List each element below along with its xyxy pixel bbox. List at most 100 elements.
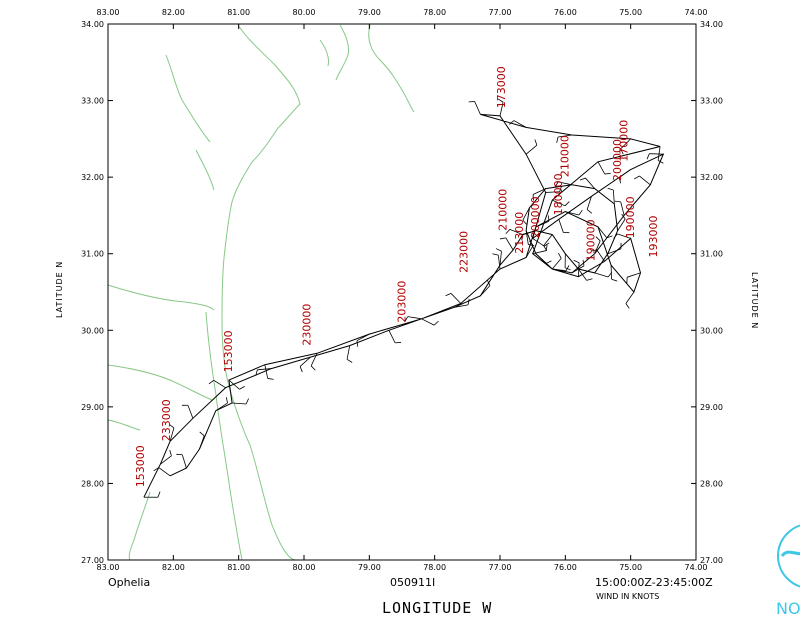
wind-barb [620,138,631,155]
y-tick-label-left: 34.00 [81,20,104,29]
wind-barb [613,233,631,239]
wind-barb [160,449,172,465]
axes: 83.00 83.00 82.00 82.00 81.00 81.00 80.00 80.00… [81,8,723,572]
y-tick-label-right: 27.00 [700,556,723,565]
y-axis-label-right: LATITUDE N [750,272,759,329]
plot-frame [107,23,697,561]
y-tick-label-left: 32.00 [81,173,104,182]
wind-barb [168,423,175,442]
x-tick-label-top: 78.00 [423,8,446,17]
wind-barb [618,169,631,184]
x-tick-label-top: 83.00 [97,8,120,17]
wind-barb [594,236,601,254]
x-tick-label-bottom: 81.00 [227,563,250,572]
wind-barb [356,333,370,347]
wind-barb [556,134,572,143]
time-label: 213000 [513,212,526,254]
wind-barb [532,238,550,247]
x-tick-label-top: 77.00 [489,8,512,17]
y-tick-label-left: 31.00 [81,250,104,259]
wind-barb [492,253,501,270]
wind-barb [388,330,402,344]
wind-barb [499,237,514,251]
x-tick-label-top: 79.00 [358,8,381,17]
wind-barb [232,398,249,405]
wind-barb [404,316,422,323]
wind-barb [535,253,552,264]
wind-barb [552,265,570,272]
y-tick-label-right: 31.00 [700,250,723,259]
wind-barb [610,265,618,282]
wind-barb [532,188,546,201]
time-label: 193000 [647,216,660,258]
wind-barb [264,364,274,380]
y-tick-label-right: 29.00 [700,403,723,412]
wind-barb [532,244,548,255]
wind-barb [543,234,553,251]
x-tick-label-bottom: 79.00 [358,563,381,572]
wind-barb [551,252,562,270]
x-axis-label: LONGITUDE W [382,599,492,617]
wind-barb [480,280,491,297]
time-label: 153000 [134,445,147,487]
wind-barb [525,240,534,258]
y-tick-label-left: 29.00 [81,403,104,412]
time-label: 190000 [624,196,637,238]
coastline [107,24,415,561]
x-tick-label-bottom: 78.00 [423,563,446,572]
wind-barb [607,242,622,255]
wind-barb [522,207,530,225]
time-range: 15:00:00Z-23:45:00Z [595,576,713,589]
wind-barb [454,298,470,308]
time-label: 170000 [617,120,630,162]
wind-barb [573,259,580,277]
wind-barb [505,228,524,235]
y-tick-label-left: 30.00 [81,326,104,335]
time-label: 223000 [457,231,470,273]
wind-barb [346,345,353,363]
x-tick-label-top: 81.00 [227,8,250,17]
wind-barb [564,253,571,271]
y-tick-label-left: 27.00 [81,556,104,565]
plot-area [143,98,665,498]
wind-barb [535,215,550,228]
wind-barb [617,213,626,231]
time-label: 180000 [552,173,565,215]
wind-barb [468,101,481,115]
time-label: 210000 [497,189,510,231]
y-tick-label-left: 28.00 [81,479,104,488]
time-label: 173000 [495,66,508,108]
wind-barb [310,353,318,371]
wind-barb [597,226,613,239]
wind-barb [625,291,635,309]
wind-barb [646,153,664,160]
wind-barb [153,467,171,477]
wind-barb [181,404,194,419]
time-label: 210000 [559,135,572,177]
wind-barb [607,187,615,204]
x-tick-label-bottom: 76.00 [554,563,577,572]
x-tick-label-top: 75.00 [619,8,642,17]
noaa-logo: NO [776,524,800,618]
wind-barb [634,175,651,186]
wind-barb [597,161,611,175]
time-label: 230000 [301,304,314,346]
x-tick-label-top: 76.00 [554,8,577,17]
time-label: 200000 [611,139,624,181]
wind-barb [525,139,538,155]
wind-barb [445,293,462,304]
time-label: 190000 [585,219,598,261]
wind-barb [594,271,613,278]
wind-barb [255,368,272,376]
time-label: 153000 [222,330,235,372]
wind-barb [521,230,537,241]
wind-barb [176,453,187,469]
wind-barb [626,272,641,284]
wind-units: WIND IN KNOTS [596,592,659,601]
wind-barb [497,98,504,116]
time-labels: 153000 233000 153000 230000 203000 223000 2100… [134,66,660,487]
y-tick-label-right: 34.00 [700,20,723,29]
x-tick-label-bottom: 82.00 [162,563,185,572]
wind-barb [545,185,562,193]
